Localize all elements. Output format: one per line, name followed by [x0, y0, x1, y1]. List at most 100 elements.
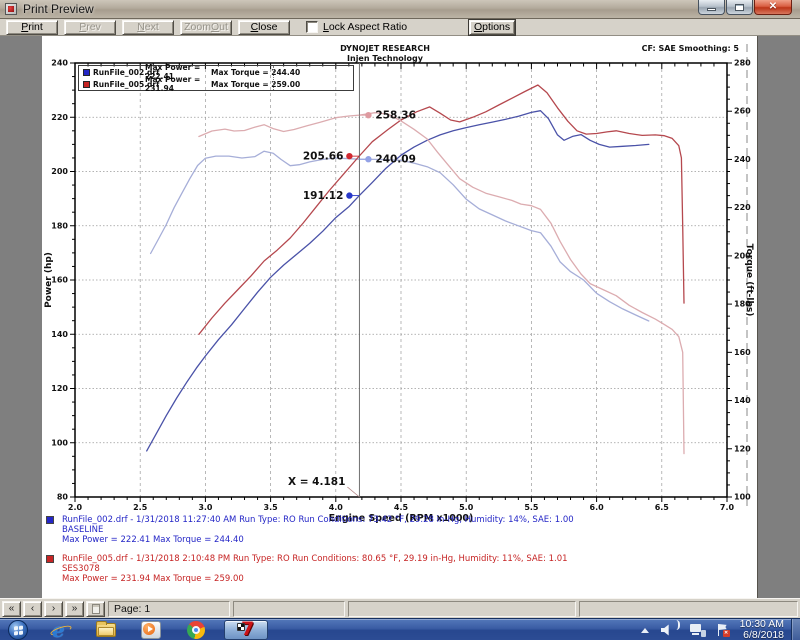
- legend-max-torque: Max Torque = 259.00: [211, 79, 301, 89]
- x-tick-label: 5.0: [459, 503, 474, 512]
- clock-time: 10:30 AM: [739, 618, 784, 630]
- cursor-value-label: 191.12: [303, 190, 344, 202]
- torque-tick-label: 240: [734, 155, 751, 164]
- status-panel: [579, 600, 798, 617]
- x-tick-label: 4.0: [329, 503, 344, 512]
- x-tick-label: 6.5: [655, 503, 670, 512]
- cursor-value-label: 258.36: [375, 110, 416, 122]
- power-tick-label: 240: [51, 59, 68, 68]
- run-conditions: RunFile_002.drf - 1/31/2018 11:27:40 AM …: [62, 515, 574, 525]
- run-swatch-blue: [46, 516, 54, 524]
- show-desktop-button[interactable]: [791, 619, 800, 640]
- chart-subtitle: Injen Technology: [347, 54, 423, 63]
- last-page-button[interactable]: »: [65, 600, 84, 617]
- torque-tick-label: 120: [734, 444, 751, 453]
- hidden-icons-button[interactable]: [640, 627, 649, 633]
- power-tick-label: 80: [57, 493, 69, 502]
- legend-max-power: Max Power = 222.41: [145, 63, 201, 81]
- series-torque-runfile-002: [149, 150, 650, 322]
- cursor-x-label: X = 4.181: [288, 476, 345, 488]
- cursor-dot: [346, 152, 353, 160]
- first-page-button[interactable]: «: [2, 600, 21, 617]
- torque-tick-label: 180: [734, 300, 751, 309]
- print-preview-page: 2.0 2.5 3.0 3.5 4.0 4.5 5.0 5.5 6.0 6.5 7.0 240 220 2…: [42, 36, 758, 598]
- cursor-dot: [365, 156, 372, 163]
- network-icon[interactable]: [689, 623, 706, 637]
- x-tick-label: 2.0: [68, 503, 83, 512]
- legend-max-torque: Max Torque = 244.40: [211, 67, 301, 77]
- series-power-runfile-005: [198, 84, 685, 335]
- torque-tick-label: 160: [734, 348, 751, 357]
- start-button[interactable]: [8, 619, 28, 640]
- run-details-footer: RunFile_002.drf - 1/31/2018 11:27:40 AM …: [46, 515, 574, 593]
- power-tick-label: 140: [51, 330, 68, 339]
- run-swatch-red: [46, 555, 54, 563]
- x-tick-label: 2.5: [133, 503, 148, 512]
- x-tick-label: 4.5: [394, 503, 409, 512]
- legend-swatch-red: [83, 80, 90, 88]
- next-page-button[interactable]: ›: [44, 600, 63, 617]
- legend-file: RunFile_002.drf: [93, 67, 160, 77]
- taskbar-clock[interactable]: 10:30 AM 6/8/2018: [740, 619, 784, 640]
- status-panel: [348, 600, 576, 617]
- cursor-value-label: 240.09: [375, 154, 416, 166]
- taskbar: e 7 ✕ 10:30 AM 6/8/2018: [0, 618, 800, 640]
- x-axis-title: Engine Speed (RPM x1000): [329, 513, 474, 524]
- power-tick-label: 220: [51, 113, 68, 122]
- lock-aspect-ratio-checkbox[interactable]: [306, 21, 318, 33]
- prev-page-button[interactable]: ‹: [23, 600, 42, 617]
- windows-media-player-icon[interactable]: [139, 620, 163, 640]
- power-tick-label: 120: [51, 384, 68, 393]
- clock-date: 6/8/2018: [743, 629, 784, 640]
- volume-icon[interactable]: [660, 624, 669, 636]
- windows-logo-icon: [14, 625, 23, 635]
- run-note: BASELINE: [62, 525, 104, 535]
- series-power-runfile-002: [146, 110, 650, 452]
- run-maxima: Max Power = 222.41 Max Torque = 244.40: [62, 535, 244, 545]
- action-center-icon[interactable]: ✕: [716, 623, 730, 637]
- run-conditions: RunFile_005.drf - 1/31/2018 2:10:48 PM R…: [62, 554, 568, 564]
- app-icon: [5, 3, 17, 15]
- torque-tick-label: 260: [734, 107, 751, 116]
- run-info-002: RunFile_002.drf - 1/31/2018 11:27:40 AM …: [46, 515, 574, 545]
- torque-tick-label: 200: [734, 251, 751, 260]
- lock-aspect-ratio-label[interactable]: Lock Aspect Ratio: [323, 21, 408, 33]
- window-title: Print Preview: [23, 2, 94, 16]
- internet-explorer-icon[interactable]: e: [49, 618, 73, 640]
- chart-title: DYNOJET RESEARCH: [340, 44, 430, 53]
- power-tick-label: 160: [51, 276, 68, 285]
- legend-swatch-blue: [83, 68, 90, 76]
- restore-button[interactable]: [726, 0, 753, 15]
- right-axis-title: Torque (ft-lbs): [744, 244, 754, 317]
- power-tick-label: 100: [51, 438, 68, 447]
- system-tray: ✕ 10:30 AM 6/8/2018: [640, 619, 788, 640]
- x-tick-label: 3.0: [198, 503, 213, 512]
- legend-row: RunFile_002.drf Max Power = 222.41 Max T…: [79, 63, 353, 81]
- torque-tick-label: 100: [734, 493, 751, 502]
- close-window-button[interactable]: ✕: [754, 0, 792, 15]
- taskbar-winpep-button[interactable]: 7: [224, 618, 268, 640]
- volume-wave-icon: [676, 619, 680, 630]
- page-indicator: Page: 1: [108, 600, 230, 617]
- torque-tick-label: 140: [734, 396, 751, 405]
- export-page-button[interactable]: [86, 600, 105, 617]
- status-panel: [233, 600, 345, 617]
- minimize-button[interactable]: [698, 0, 725, 15]
- run-maxima: Max Power = 231.94 Max Torque = 259.00: [62, 574, 244, 584]
- legend-max-power: Max Power = 231.94: [145, 75, 201, 93]
- titlebar: Print Preview ✕: [0, 0, 800, 19]
- file-explorer-icon[interactable]: [94, 620, 118, 640]
- correction-factor-label: CF: SAE Smoothing: 5: [641, 44, 739, 53]
- minimize-icon: [707, 8, 716, 11]
- google-chrome-icon[interactable]: [184, 620, 208, 640]
- x-tick-label: 3.5: [264, 503, 279, 512]
- x-tick-label: 6.0: [590, 503, 605, 512]
- cursor-dot: [346, 192, 353, 199]
